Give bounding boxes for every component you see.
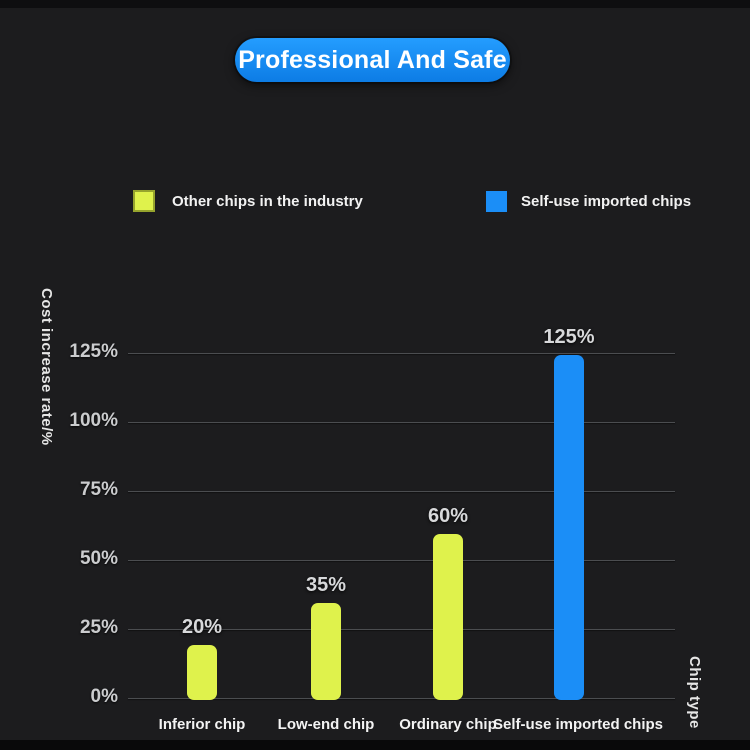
y-axis-title: Cost increase rate/% (38, 288, 55, 446)
bar-value-label-125%: 125% (543, 326, 595, 348)
y-tick-label-25%: 25% (79, 617, 118, 638)
legend-swatch-yellow (133, 190, 155, 212)
bar-ordinary-chip (433, 534, 463, 700)
y-tick-label-0%: 0% (90, 686, 118, 707)
bar-value-label-35%: 35% (305, 574, 347, 597)
top-edge-strip (0, 0, 750, 8)
bar-value-label-60%: 60% (427, 505, 469, 528)
bar-self-use-imported-chips (554, 355, 584, 700)
bar-value-label-20%: 20% (181, 615, 223, 638)
gridline-100% (128, 422, 675, 423)
gridline-50% (128, 560, 675, 561)
gridline-25% (128, 629, 675, 630)
bar-low-end-chip (311, 603, 341, 700)
x-axis-title: Chip type (686, 656, 703, 729)
bar-inferior-chip (187, 644, 217, 700)
legend-label-other-chips: Other chips in the industry (172, 193, 363, 210)
gridline-125% (128, 353, 675, 354)
y-tick-label-75%: 75% (79, 479, 118, 500)
y-tick-label-125%: 125% (69, 341, 118, 362)
x-category-label-self-use-imported-chips: Self-use imported chips (492, 716, 664, 733)
gridline-75% (128, 491, 675, 492)
y-tick-label-100%: 100% (69, 410, 118, 431)
y-tick-label-50%: 50% (79, 548, 118, 569)
legend-label-self-use: Self-use imported chips (521, 193, 692, 210)
x-category-label-inferior-chip: Inferior chip (158, 716, 246, 733)
bottom-edge-strip (0, 740, 750, 750)
x-category-label-low-end-chip: Low-end chip (277, 716, 375, 733)
title-pill: Professional And Safe (235, 38, 510, 82)
gridline-0% (128, 698, 675, 699)
x-category-label-ordinary-chip: Ordinary chip (399, 716, 497, 733)
page-title: Professional And Safe (238, 45, 507, 74)
legend-swatch-blue (486, 191, 507, 212)
